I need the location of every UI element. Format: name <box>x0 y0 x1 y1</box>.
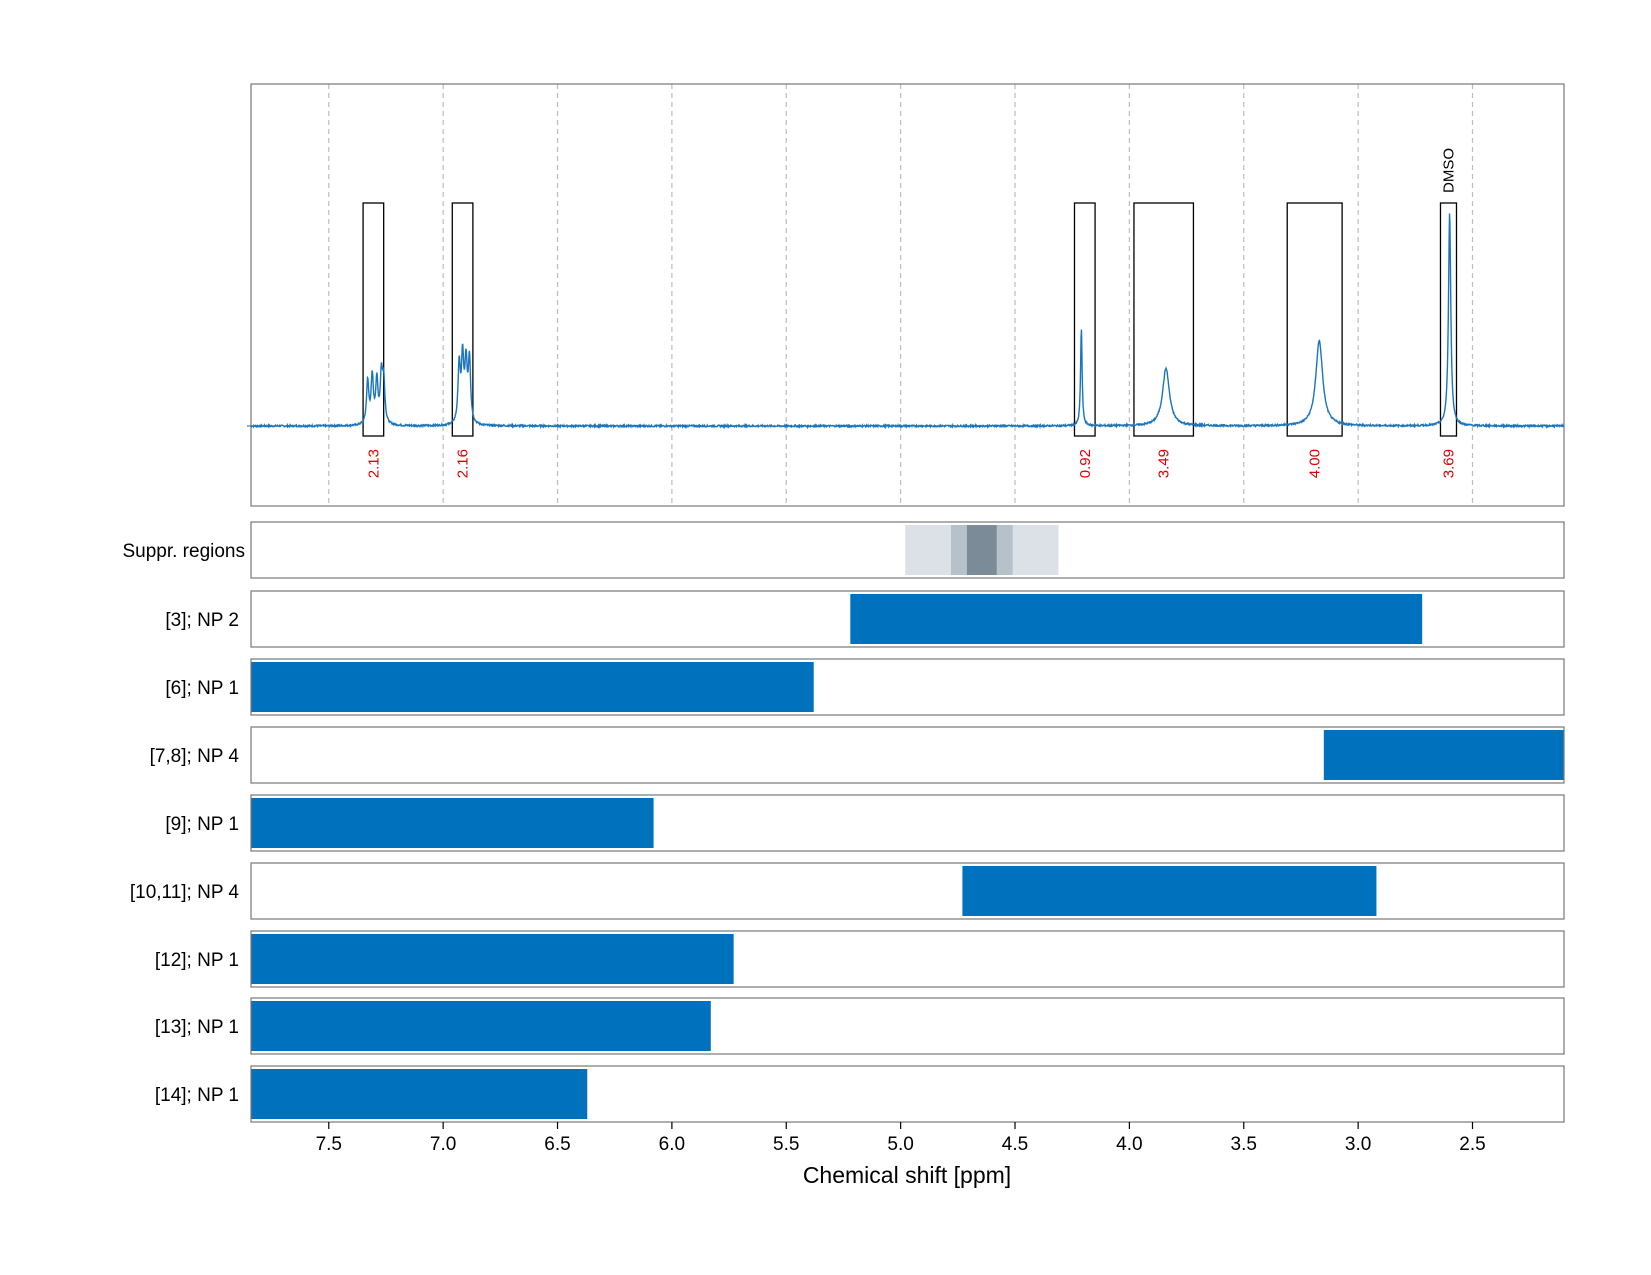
range-rows: Suppr. regions [3]; NP 2 [6]; NP 1 [7,8]; N… <box>122 521 1565 1123</box>
range-row: [7,8]; NP 4 <box>150 726 1565 784</box>
integral-label: 3.49 <box>1156 449 1173 478</box>
integration-box <box>451 202 474 437</box>
range-row: [6]; NP 1 <box>165 658 1565 716</box>
row-label: [6]; NP 1 <box>165 678 239 699</box>
x-tick-label: 3.5 <box>1231 1134 1257 1155</box>
x-tick-label: 7.0 <box>430 1134 456 1155</box>
row-frame <box>250 658 1565 716</box>
x-tick-label: 2.5 <box>1459 1134 1485 1155</box>
integration-box <box>1439 202 1458 437</box>
x-tick-label: 6.0 <box>659 1134 685 1155</box>
suppression-label: Suppr. regions <box>122 541 245 562</box>
integral-label: 0.92 <box>1077 449 1094 478</box>
row-label: [14]; NP 1 <box>155 1085 239 1106</box>
integral-label: 2.13 <box>365 449 382 478</box>
x-tick-label: 3.0 <box>1345 1134 1371 1155</box>
row-label: [7,8]; NP 4 <box>150 746 240 767</box>
x-tick-label: 7.5 <box>316 1134 342 1155</box>
x-tick-label: 4.0 <box>1116 1134 1142 1155</box>
grid-layer <box>328 84 1474 506</box>
x-tick-label: 4.5 <box>1002 1134 1028 1155</box>
range-row: [14]; NP 1 <box>155 1065 1565 1123</box>
range-bar <box>251 1001 711 1051</box>
x-tick-label: 5.0 <box>887 1134 913 1155</box>
spectrum-line <box>250 213 1565 430</box>
row-label: [12]; NP 1 <box>155 950 239 971</box>
row-label: [13]; NP 1 <box>155 1017 239 1038</box>
spectrum-panel: 2.13 2.16 0.92 3.49 4.00 3.69 DMSO <box>247 83 1565 507</box>
integral-label: 2.16 <box>455 449 472 478</box>
x-axis-label: Chemical shift [ppm] <box>803 1162 1011 1188</box>
integral-label: 4.00 <box>1307 449 1324 478</box>
range-bar <box>850 594 1423 644</box>
integral-label: 3.69 <box>1440 449 1457 478</box>
x-tick-label: 6.5 <box>544 1134 570 1155</box>
integration-box <box>1133 202 1195 437</box>
integration-box <box>362 202 385 437</box>
integration-box <box>1286 202 1343 437</box>
range-bar <box>962 866 1377 916</box>
range-bar <box>1323 730 1564 780</box>
row-frame <box>250 1065 1565 1123</box>
suppression-frame <box>250 521 1565 579</box>
row-label: [3]; NP 2 <box>165 610 239 631</box>
suppression-band <box>966 525 997 575</box>
row-label: [9]; NP 1 <box>165 814 239 835</box>
peak-annotation: DMSO <box>1440 148 1457 193</box>
row-frame <box>250 590 1565 648</box>
row-frame <box>250 997 1565 1055</box>
range-row: [9]; NP 1 <box>165 794 1565 852</box>
range-bar <box>251 798 654 848</box>
row-frame <box>250 726 1565 784</box>
range-bar <box>251 662 814 712</box>
range-row: [3]; NP 2 <box>165 590 1565 648</box>
x-axis: 7.5 7.0 6.5 6.0 5.5 5.0 4.5 4.0 3.5 3.0 2.5 <box>316 1122 1486 1155</box>
range-row: [12]; NP 1 <box>155 930 1565 988</box>
row-label: [10,11]; NP 4 <box>130 882 240 903</box>
range-row: [13]; NP 1 <box>155 997 1565 1055</box>
spectrum-frame <box>250 83 1565 507</box>
integration-box <box>1073 202 1096 437</box>
row-frame <box>250 862 1565 920</box>
range-bar <box>251 1069 588 1119</box>
suppression-row: Suppr. regions <box>122 521 1565 579</box>
range-bar <box>251 934 734 984</box>
row-frame <box>250 794 1565 852</box>
row-frame <box>250 930 1565 988</box>
range-row: [10,11]; NP 4 <box>130 862 1565 920</box>
x-tick-label: 5.5 <box>773 1134 799 1155</box>
